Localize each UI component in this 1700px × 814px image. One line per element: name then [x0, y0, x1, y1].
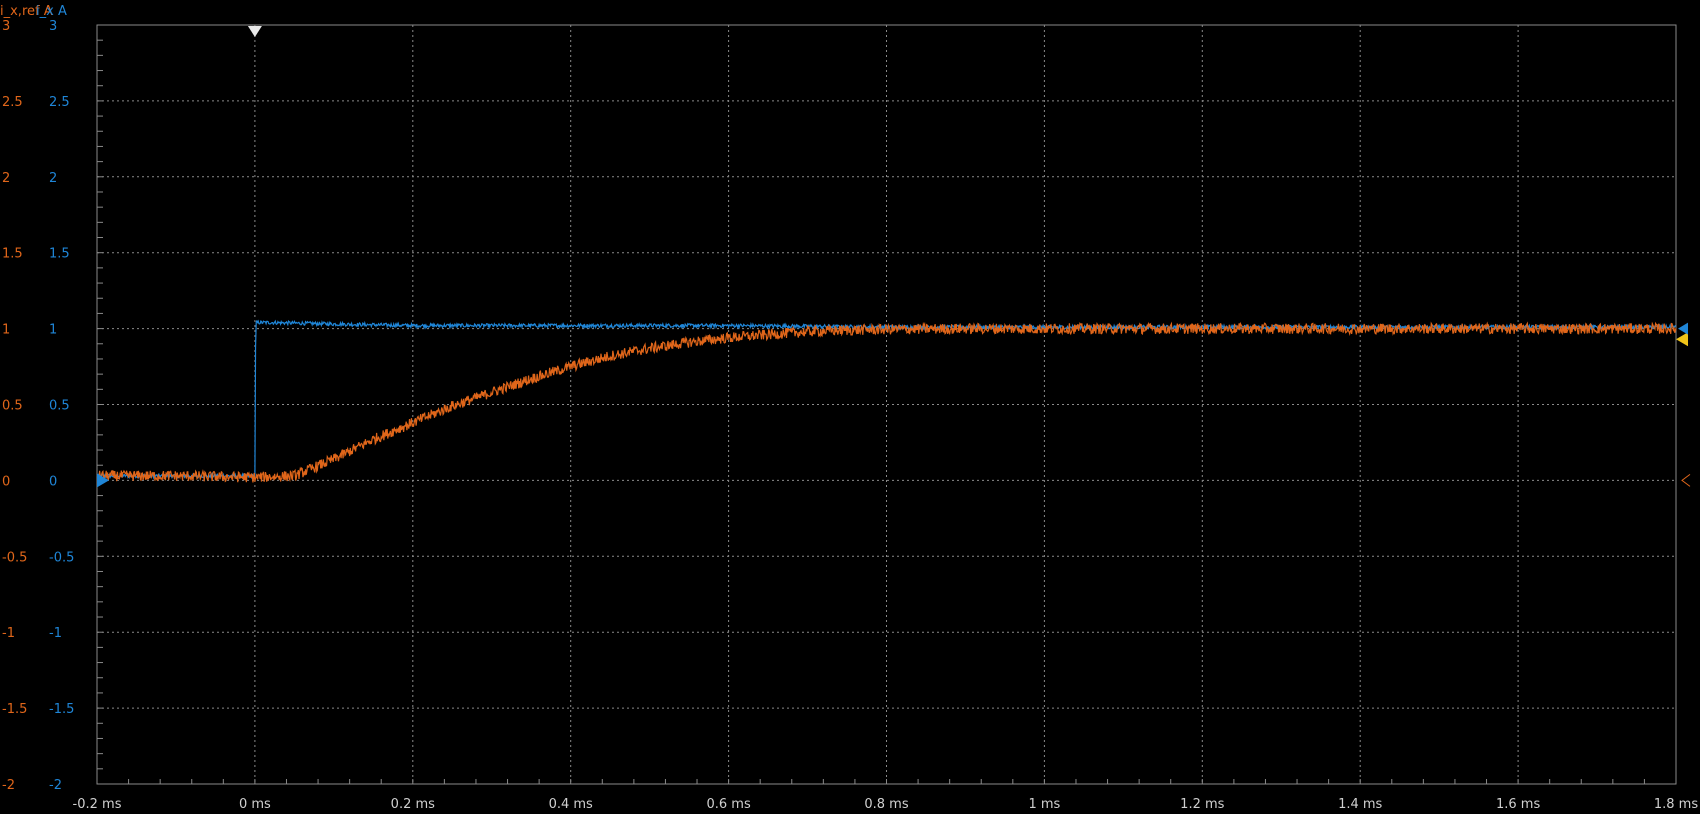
- x-tick-label: 0 ms: [239, 797, 271, 812]
- y-tick-label-orange: 2.5: [2, 95, 23, 110]
- x-tick-label: 1.2 ms: [1180, 797, 1224, 812]
- y-tick-label-blue: 0.5: [49, 399, 70, 414]
- x-tick-label: 0.6 ms: [706, 797, 750, 812]
- x-tick-label: 1.4 ms: [1338, 797, 1382, 812]
- y-tick-label-orange: 3: [2, 19, 10, 34]
- y-tick-label-orange: 0: [2, 474, 10, 489]
- x-tick-label: 0.4 ms: [549, 797, 593, 812]
- blue-offset-marker-icon: [1678, 322, 1688, 335]
- x-tick-label: 0.2 ms: [391, 797, 435, 812]
- blue-channel-label: i_x A: [36, 4, 67, 19]
- y-tick-label-blue: -1.5: [49, 702, 74, 717]
- x-tick-label: 1.8 ms: [1654, 797, 1698, 812]
- y-tick-label-orange: -1: [2, 626, 15, 641]
- y-tick-label-orange: 0.5: [2, 399, 23, 414]
- x-tick-label: -0.2 ms: [73, 797, 122, 812]
- y-tick-label-blue: -2: [49, 778, 62, 793]
- y-tick-label-orange: -1.5: [2, 702, 27, 717]
- y-tick-label-blue: 2: [49, 171, 57, 186]
- y-tick-label-orange: -0.5: [2, 550, 27, 565]
- series-line-i-x-ref: [96, 321, 1677, 483]
- y-tick-label-blue: 3: [49, 19, 57, 34]
- y-tick-label-blue: 1: [49, 323, 57, 338]
- y-tick-label-blue: 1.5: [49, 247, 70, 262]
- y-tick-label-orange: 1.5: [2, 247, 23, 262]
- y-tick-label-blue: -1: [49, 626, 62, 641]
- y-tick-label-orange: 2: [2, 171, 10, 186]
- x-tick-label: 1 ms: [1028, 797, 1060, 812]
- blue-ground-marker-icon: [97, 473, 109, 488]
- y-tick-label-blue: 0: [49, 474, 57, 489]
- trigger-marker-icon: [247, 26, 262, 37]
- orange-channel-label: i_x,ref A: [0, 4, 53, 19]
- y-tick-label-orange: 1: [2, 323, 10, 338]
- orange-offset-marker-icon: [1681, 474, 1691, 487]
- y-tick-label-blue: -0.5: [49, 550, 74, 565]
- x-tick-label: 1.6 ms: [1496, 797, 1540, 812]
- x-tick-label: 0.8 ms: [864, 797, 908, 812]
- y-tick-label-blue: 2.5: [49, 95, 70, 110]
- y-tick-label-orange: -2: [2, 778, 15, 793]
- trigger-level-marker-icon: [1676, 332, 1688, 347]
